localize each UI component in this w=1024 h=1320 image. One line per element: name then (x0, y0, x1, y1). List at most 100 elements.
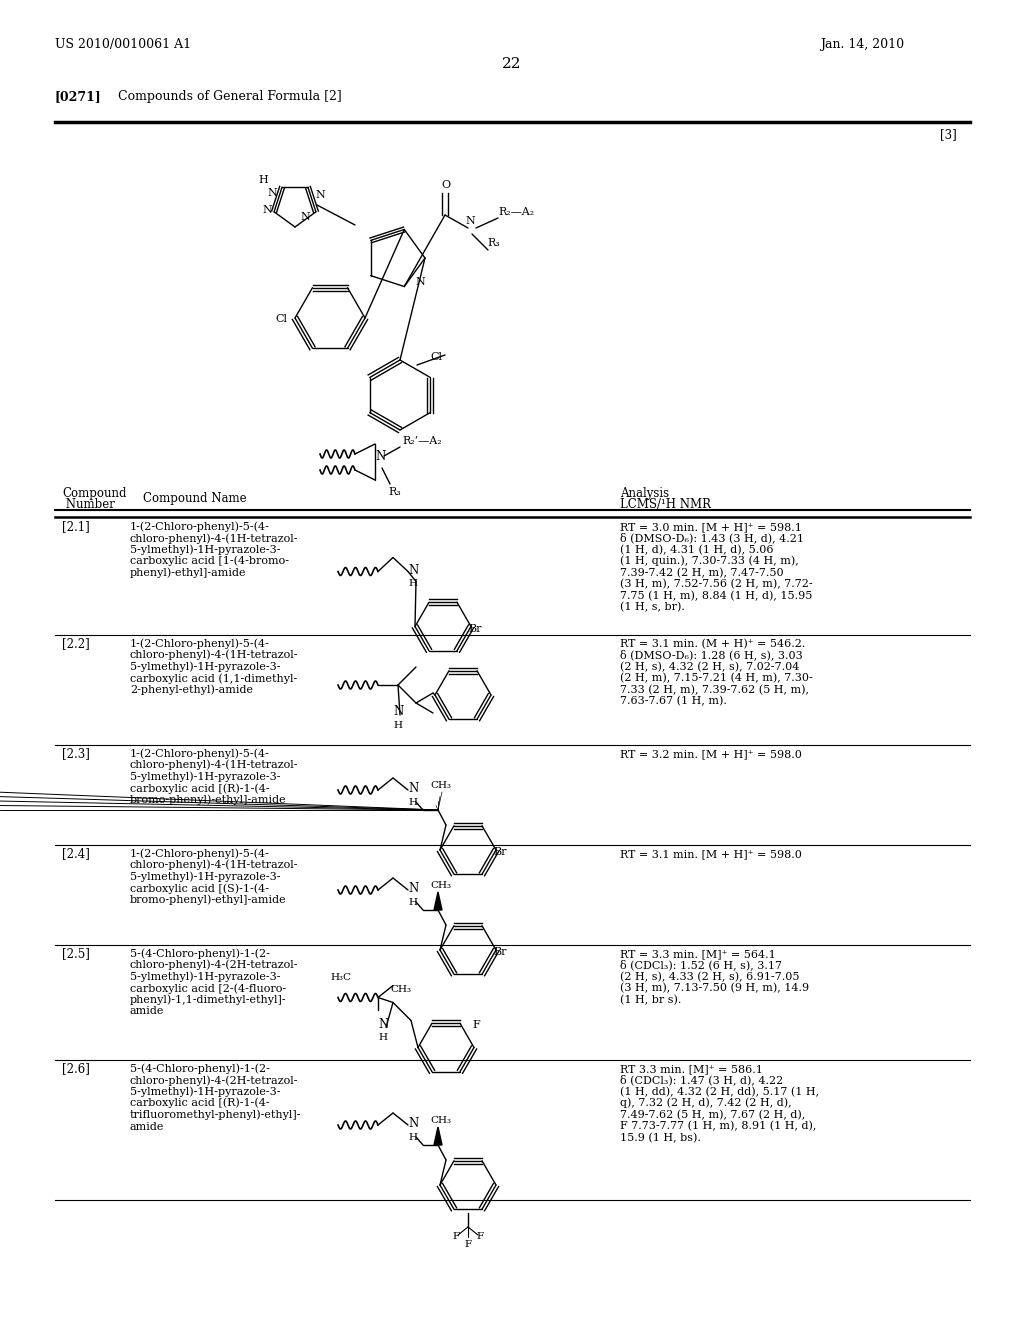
Text: bromo-phenyl)-ethyl]-amide: bromo-phenyl)-ethyl]-amide (130, 795, 287, 805)
Text: [0271]: [0271] (55, 90, 101, 103)
Text: Br: Br (493, 847, 507, 857)
Text: H: H (408, 898, 417, 907)
Text: chloro-phenyl)-4-(1H-tetrazol-: chloro-phenyl)-4-(1H-tetrazol- (130, 760, 299, 771)
Text: Cl: Cl (430, 352, 442, 362)
Text: [2.5]: [2.5] (62, 946, 90, 960)
Text: (2 H, s), 4.32 (2 H, s), 7.02-7.04: (2 H, s), 4.32 (2 H, s), 7.02-7.04 (620, 661, 800, 672)
Text: 15.9 (1 H, bs).: 15.9 (1 H, bs). (620, 1133, 700, 1143)
Text: 5-ylmethyl)-1H-pyrazole-3-: 5-ylmethyl)-1H-pyrazole-3- (130, 1086, 281, 1097)
Text: 5-ylmethyl)-1H-pyrazole-3-: 5-ylmethyl)-1H-pyrazole-3- (130, 661, 281, 672)
Polygon shape (434, 1127, 442, 1144)
Text: N: N (315, 190, 325, 201)
Text: Number: Number (62, 498, 115, 511)
Text: RT = 3.0 min. [M + H]⁺ = 598.1: RT = 3.0 min. [M + H]⁺ = 598.1 (620, 521, 802, 532)
Text: bromo-phenyl)-ethyl]-amide: bromo-phenyl)-ethyl]-amide (130, 895, 287, 906)
Text: [2.6]: [2.6] (62, 1063, 90, 1074)
Text: CH₃: CH₃ (430, 880, 451, 890)
Text: N: N (408, 781, 418, 795)
Text: chloro-phenyl)-4-(1H-tetrazol-: chloro-phenyl)-4-(1H-tetrazol- (130, 649, 299, 660)
Text: H: H (408, 579, 417, 589)
Text: N: N (393, 705, 403, 718)
Text: R₃: R₃ (487, 238, 500, 248)
Text: US 2010/0010061 A1: US 2010/0010061 A1 (55, 38, 191, 51)
Text: CH₃: CH₃ (430, 781, 451, 789)
Text: N: N (408, 564, 418, 577)
Text: H: H (258, 176, 267, 185)
Text: (1 H, s, br).: (1 H, s, br). (620, 602, 685, 612)
Text: H: H (408, 1133, 417, 1142)
Text: N: N (262, 205, 271, 215)
Text: N: N (375, 450, 385, 463)
Text: N: N (408, 882, 418, 895)
Text: RT = 3.1 min. [M + H]⁺ = 598.0: RT = 3.1 min. [M + H]⁺ = 598.0 (620, 849, 802, 859)
Text: carboxylic acid [(R)-1-(4-: carboxylic acid [(R)-1-(4- (130, 1098, 269, 1109)
Text: F: F (472, 1019, 480, 1030)
Text: H₃C: H₃C (330, 973, 351, 982)
Text: F: F (452, 1232, 459, 1241)
Text: carboxylic acid [2-(4-fluoro-: carboxylic acid [2-(4-fluoro- (130, 983, 286, 994)
Text: (3 H, m), 7.13-7.50 (9 H, m), 14.9: (3 H, m), 7.13-7.50 (9 H, m), 14.9 (620, 983, 809, 994)
Text: 7.63-7.67 (1 H, m).: 7.63-7.67 (1 H, m). (620, 696, 727, 706)
Text: 5-(4-Chloro-phenyl)-1-(2-: 5-(4-Chloro-phenyl)-1-(2- (130, 949, 270, 960)
Text: amide: amide (130, 1122, 165, 1131)
Text: RT = 3.3 min. [M]⁺ = 564.1: RT = 3.3 min. [M]⁺ = 564.1 (620, 949, 776, 960)
Text: δ (DMSO-D₆): 1.28 (6 H, s), 3.03: δ (DMSO-D₆): 1.28 (6 H, s), 3.03 (620, 649, 803, 660)
Text: q), 7.32 (2 H, d), 7.42 (2 H, d),: q), 7.32 (2 H, d), 7.42 (2 H, d), (620, 1098, 792, 1109)
Text: carboxylic acid [(R)-1-(4-: carboxylic acid [(R)-1-(4- (130, 783, 269, 793)
Text: H: H (408, 799, 417, 807)
Text: 22: 22 (502, 57, 522, 71)
Text: [2.3]: [2.3] (62, 747, 90, 760)
Text: chloro-phenyl)-4-(2H-tetrazol-: chloro-phenyl)-4-(2H-tetrazol- (130, 960, 299, 970)
Text: δ (CDCl₃): 1.47 (3 H, d), 4.22: δ (CDCl₃): 1.47 (3 H, d), 4.22 (620, 1074, 783, 1085)
Text: R₂’—A₂: R₂’—A₂ (402, 436, 441, 446)
Text: (1 H, br s).: (1 H, br s). (620, 995, 681, 1005)
Text: N: N (300, 213, 309, 222)
Text: carboxylic acid (1,1-dimethyl-: carboxylic acid (1,1-dimethyl- (130, 673, 297, 684)
Text: chloro-phenyl)-4-(1H-tetrazol-: chloro-phenyl)-4-(1H-tetrazol- (130, 859, 299, 870)
Text: carboxylic acid [(S)-1-(4-: carboxylic acid [(S)-1-(4- (130, 883, 269, 894)
Text: 7.75 (1 H, m), 8.84 (1 H, d), 15.95: 7.75 (1 H, m), 8.84 (1 H, d), 15.95 (620, 590, 812, 601)
Text: F: F (476, 1232, 483, 1241)
Text: (2 H, s), 4.33 (2 H, s), 6.91-7.05: (2 H, s), 4.33 (2 H, s), 6.91-7.05 (620, 972, 800, 982)
Text: N: N (465, 216, 475, 226)
Text: 1-(2-Chloro-phenyl)-5-(4-: 1-(2-Chloro-phenyl)-5-(4- (130, 748, 270, 759)
Text: 7.33 (2 H, m), 7.39-7.62 (5 H, m),: 7.33 (2 H, m), 7.39-7.62 (5 H, m), (620, 685, 809, 696)
Text: phenyl)-1,1-dimethyl-ethyl]-: phenyl)-1,1-dimethyl-ethyl]- (130, 994, 287, 1005)
Text: trifluoromethyl-phenyl)-ethyl]-: trifluoromethyl-phenyl)-ethyl]- (130, 1109, 301, 1119)
Text: [2.2]: [2.2] (62, 638, 90, 649)
Text: LCMS/¹H NMR: LCMS/¹H NMR (620, 498, 711, 511)
Text: R₂—A₂: R₂—A₂ (498, 207, 535, 216)
Text: [2.1]: [2.1] (62, 520, 90, 533)
Text: (1 H, dd), 4.32 (2 H, dd), 5.17 (1 H,: (1 H, dd), 4.32 (2 H, dd), 5.17 (1 H, (620, 1086, 819, 1097)
Text: δ (CDCl₃): 1.52 (6 H, s), 3.17: δ (CDCl₃): 1.52 (6 H, s), 3.17 (620, 960, 782, 970)
Text: N: N (267, 187, 276, 198)
Text: Analysis: Analysis (620, 487, 669, 500)
Text: 2-phenyl-ethyl)-amide: 2-phenyl-ethyl)-amide (130, 685, 253, 696)
Text: Br: Br (468, 623, 481, 634)
Text: Compound: Compound (62, 487, 127, 500)
Text: F: F (464, 1239, 471, 1249)
Text: CH₃: CH₃ (390, 986, 411, 994)
Text: H: H (378, 1034, 387, 1043)
Text: 1-(2-Chloro-phenyl)-5-(4-: 1-(2-Chloro-phenyl)-5-(4- (130, 521, 270, 532)
Text: chloro-phenyl)-4-(2H-tetrazol-: chloro-phenyl)-4-(2H-tetrazol- (130, 1074, 299, 1085)
Text: 5-(4-Chloro-phenyl)-1-(2-: 5-(4-Chloro-phenyl)-1-(2- (130, 1064, 270, 1074)
Text: [3]: [3] (940, 128, 956, 141)
Text: δ (DMSO-D₆): 1.43 (3 H, d), 4.21: δ (DMSO-D₆): 1.43 (3 H, d), 4.21 (620, 533, 804, 544)
Text: (3 H, m), 7.52-7.56 (2 H, m), 7.72-: (3 H, m), 7.52-7.56 (2 H, m), 7.72- (620, 579, 813, 590)
Text: chloro-phenyl)-4-(1H-tetrazol-: chloro-phenyl)-4-(1H-tetrazol- (130, 533, 299, 544)
Text: RT = 3.1 min. (M + H)⁺ = 546.2.: RT = 3.1 min. (M + H)⁺ = 546.2. (620, 639, 805, 649)
Text: 5-ylmethyl)-1H-pyrazole-3-: 5-ylmethyl)-1H-pyrazole-3- (130, 771, 281, 781)
Text: 7.49-7.62 (5 H, m), 7.67 (2 H, d),: 7.49-7.62 (5 H, m), 7.67 (2 H, d), (620, 1110, 805, 1119)
Text: (1 H, d), 4.31 (1 H, d), 5.06: (1 H, d), 4.31 (1 H, d), 5.06 (620, 545, 773, 554)
Text: carboxylic acid [1-(4-bromo-: carboxylic acid [1-(4-bromo- (130, 556, 289, 566)
Text: (1 H, quin.), 7.30-7.33 (4 H, m),: (1 H, quin.), 7.30-7.33 (4 H, m), (620, 556, 799, 566)
Text: (2 H, m), 7.15-7.21 (4 H, m), 7.30-: (2 H, m), 7.15-7.21 (4 H, m), 7.30- (620, 673, 813, 684)
Text: 5-ylmethyl)-1H-pyrazole-3-: 5-ylmethyl)-1H-pyrazole-3- (130, 871, 281, 882)
Text: H: H (393, 721, 402, 730)
Text: R₃: R₃ (388, 487, 400, 498)
Text: O: O (441, 180, 451, 190)
Text: N: N (415, 277, 425, 286)
Text: 1-(2-Chloro-phenyl)-5-(4-: 1-(2-Chloro-phenyl)-5-(4- (130, 849, 270, 859)
Text: phenyl)-ethyl]-amide: phenyl)-ethyl]-amide (130, 568, 247, 578)
